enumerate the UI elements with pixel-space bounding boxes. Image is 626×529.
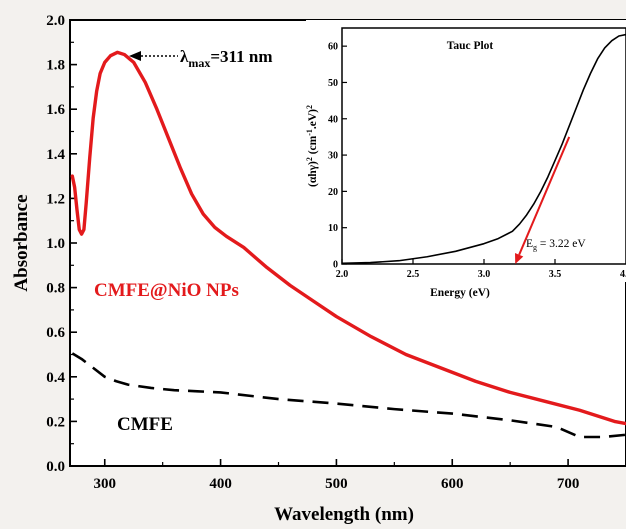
x-tick-label: 600	[441, 476, 464, 492]
inset-x-tick-label: 2.5	[407, 269, 420, 280]
inset-title: Tauc Plot	[447, 40, 494, 52]
inset-y-tick-label: 60	[328, 42, 338, 53]
inset-y-axis-title: (αhγ)2 (cm-1.eV)2	[305, 105, 319, 187]
tauc-curve	[341, 33, 626, 265]
eg-label-text: = 3.22 eV	[537, 238, 586, 250]
tauc-fit-line	[518, 136, 571, 256]
main-series-layer	[70, 50, 626, 439]
inset-y-tick-label: 20	[328, 187, 338, 198]
peak-label: λmax=311 nm	[180, 47, 272, 70]
main-y-axis: 0.0 0.2 0.4 0.6 0.8 1.0 1.2 1.4 1.6 1.8 2.0	[46, 13, 77, 475]
inset-plot: 0 10 20 30 40 50 60 2.0 2.5 3.0 3.5 4. Tauc Plot E…	[305, 20, 626, 299]
x-tick-label: 700	[557, 476, 580, 492]
inset-x-tick-label: 2.0	[336, 269, 349, 280]
series-line-cmfe-nio-nps	[70, 50, 626, 426]
eg-label-prefix: E	[526, 238, 533, 250]
inset-y-tick-label: 40	[328, 114, 338, 125]
y-tick-label: 1.6	[46, 102, 65, 118]
series-line-cmfe	[71, 352, 626, 439]
peak-arrow-head	[129, 51, 141, 61]
y-tick-label: 0.2	[46, 414, 65, 430]
peak-label-prefix: λ	[180, 47, 189, 66]
y-tick-label: 1.4	[46, 147, 65, 163]
inset-y-title-part-1: (αhγ)	[307, 161, 319, 187]
x-axis-title: Wavelength (nm)	[274, 504, 414, 525]
inset-x-tick-label: 3.0	[478, 269, 491, 280]
inset-y-tick-label: 50	[328, 78, 338, 89]
eg-label: Eg = 3.22 eV	[526, 238, 586, 252]
main-x-axis: 300 400 500 600 700	[94, 459, 580, 492]
peak-annotation: λmax=311 nm	[129, 47, 272, 70]
y-tick-label: 1.2	[46, 191, 65, 207]
x-tick-label: 500	[325, 476, 348, 492]
x-tick-label: 400	[209, 476, 232, 492]
inset-y-title-part-5: .eV)	[307, 109, 319, 129]
peak-label-text: =311 nm	[210, 47, 272, 66]
eg-label-subscript: g	[533, 243, 537, 252]
y-tick-label: 1.8	[46, 58, 65, 74]
y-tick-label: 0.0	[46, 459, 65, 475]
y-tick-label: 0.8	[46, 281, 65, 297]
inset-x-tick-label-edge: 4.	[620, 269, 626, 280]
inset-y-title-part-3: (cm	[307, 135, 319, 157]
inset-x-axis-title: Energy (eV)	[430, 287, 490, 299]
label-cmfe: CMFE	[117, 414, 173, 435]
inset-x-tick-label: 3.5	[549, 269, 562, 280]
y-tick-label: 1.0	[46, 236, 65, 252]
inset-y-axis: 0 10 20 30 40 50 60	[328, 42, 347, 271]
inset-y-title-part-2: 2	[305, 157, 314, 161]
inset-y-tick-label: 0	[333, 260, 338, 271]
label-cmfe-nio-nps: CMFE@NiO NPs	[94, 280, 239, 301]
y-axis-title: Absorbance	[11, 194, 32, 291]
y-tick-label: 2.0	[46, 13, 65, 29]
y-tick-label: 0.6	[46, 325, 65, 341]
inset-plot-frame	[341, 27, 626, 265]
inset-y-title-part-4: -1	[305, 129, 314, 136]
peak-label-subscript: max	[188, 56, 210, 70]
inset-series-layer	[341, 33, 626, 265]
inset-y-tick-label: 30	[328, 151, 338, 162]
tauc-fit-arrowhead	[515, 253, 524, 264]
x-tick-label: 300	[94, 476, 117, 492]
inset-y-tick-label: 10	[328, 223, 338, 234]
y-tick-label: 0.4	[46, 370, 65, 386]
inset-y-title-part-6: 2	[305, 105, 314, 109]
inset-x-axis: 2.0 2.5 3.0 3.5 4.	[336, 259, 626, 280]
